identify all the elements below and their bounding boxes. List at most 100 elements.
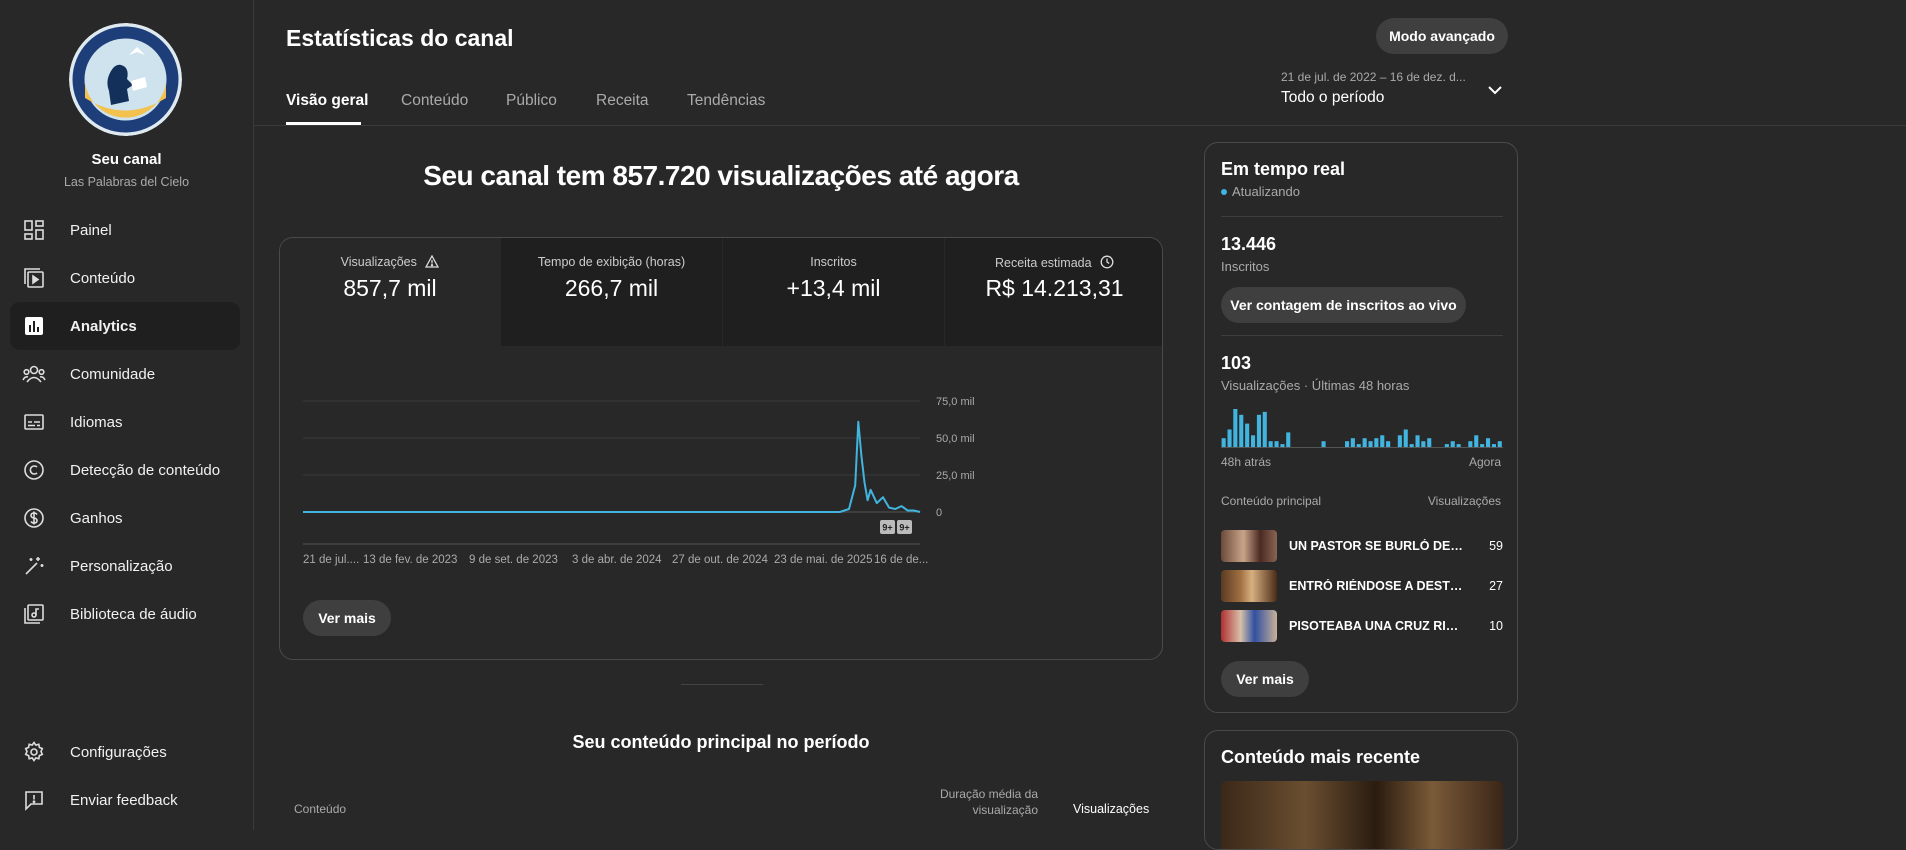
realtime-card: Em tempo real Atualizando 13.446 Inscrit… bbox=[1204, 142, 1518, 713]
sidebar-item-label: Detecção de conteúdo bbox=[70, 461, 221, 479]
x-tick-label: 27 de out. de 2024 bbox=[672, 554, 769, 566]
sidebar-item-ganhos[interactable]: Ganhos bbox=[10, 494, 240, 542]
clock-icon bbox=[1100, 255, 1114, 269]
video-thumbnail[interactable] bbox=[1221, 610, 1277, 642]
tab-receita[interactable]: Receita bbox=[596, 92, 649, 109]
views-bar bbox=[1497, 441, 1502, 447]
copyright-icon bbox=[22, 458, 46, 482]
see-more-button[interactable]: Ver mais bbox=[303, 600, 391, 636]
active-tab-indicator bbox=[286, 122, 361, 125]
views-column-header: Visualizações bbox=[1427, 494, 1501, 508]
tab-conteudo[interactable]: Conteúdo bbox=[401, 92, 469, 109]
tab-tendencias[interactable]: Tendências bbox=[687, 92, 766, 109]
channel-avatar[interactable] bbox=[69, 23, 182, 136]
y-tick-label: 50,0 mil bbox=[936, 433, 975, 445]
metric-tab-watch-time[interactable]: Tempo de exibição (horas) 266,7 mil bbox=[501, 238, 722, 346]
sidebar-item-comunidade[interactable]: Comunidade bbox=[10, 350, 240, 398]
metric-value: R$ 14.213,31 bbox=[985, 275, 1124, 301]
overview-stats-card: Visualizações 857,7 mil Tempo de exibiçã… bbox=[279, 237, 1163, 660]
x-tick-label: 23 de mai. de 2025 bbox=[774, 554, 872, 566]
views-line-chart: 75,0 mil 50,0 mil 25,0 mil 0 21 de jul.... 13… bbox=[303, 396, 975, 566]
sidebar-item-label: Analytics bbox=[70, 317, 137, 335]
views-bar bbox=[1480, 444, 1485, 447]
video-title[interactable]: PISOTEABA UNA CRUZ RIÉ... bbox=[1289, 619, 1464, 633]
tab-visao-geral[interactable]: Visão geral bbox=[286, 92, 369, 109]
sidebar-item-enviar-feedback[interactable]: Enviar feedback bbox=[10, 776, 240, 824]
realtime-status: Atualizando bbox=[1221, 184, 1300, 199]
annotation-badge-label: 9+ bbox=[899, 523, 909, 533]
live-subscriber-count-button[interactable]: Ver contagem de inscritos ao vivo bbox=[1221, 287, 1466, 323]
sidebar-item-analytics[interactable]: Analytics bbox=[10, 302, 240, 350]
views-bar bbox=[1380, 435, 1385, 447]
column-header-content[interactable]: Conteúdo bbox=[294, 802, 347, 816]
metric-tab-revenue[interactable]: Receita estimada R$ 14.213,31 bbox=[945, 238, 1162, 346]
views-bar bbox=[1491, 444, 1496, 447]
views-48h-label: Visualizações · Últimas 48 horas bbox=[1221, 378, 1410, 393]
content-icon bbox=[22, 266, 46, 290]
metric-title: Visualizações bbox=[280, 254, 500, 269]
sidebar: Seu canal Las Palabras del Cielo Painel … bbox=[0, 0, 254, 830]
analytics-icon bbox=[22, 314, 46, 338]
video-thumbnail[interactable] bbox=[1221, 530, 1277, 562]
see-more-button[interactable]: Ver mais bbox=[1221, 661, 1309, 697]
sidebar-item-configuracoes[interactable]: Configurações bbox=[10, 728, 240, 776]
sidebar-item-biblioteca-de-audio[interactable]: Biblioteca de áudio bbox=[10, 590, 240, 638]
annotation-badge bbox=[897, 520, 912, 534]
metric-tab-subscribers[interactable]: Inscritos +13,4 mil bbox=[723, 238, 944, 346]
views-bar bbox=[1421, 441, 1426, 447]
latest-video-thumbnail[interactable] bbox=[1221, 781, 1503, 849]
metric-value: +13,4 mil bbox=[786, 275, 881, 301]
views-series-line bbox=[303, 420, 921, 513]
x-tick-label: 16 de de... bbox=[874, 554, 928, 566]
views-bar bbox=[1345, 441, 1350, 447]
subtitles-icon bbox=[22, 410, 46, 434]
list-item[interactable]: UN PASTOR SE BURLÓ DE L... 59 bbox=[1221, 530, 1503, 562]
sidebar-item-label: Idiomas bbox=[70, 413, 123, 431]
video-title[interactable]: UN PASTOR SE BURLÓ DE L... bbox=[1289, 539, 1464, 553]
date-range-detail[interactable]: 21 de jul. de 2022 – 16 de dez. d... bbox=[1281, 70, 1466, 84]
metric-title: Inscritos bbox=[810, 255, 857, 269]
views-bar bbox=[1403, 429, 1408, 447]
audio-library-icon bbox=[22, 602, 46, 626]
latest-content-title: Conteúdo mais recente bbox=[1221, 747, 1421, 767]
metric-tab-views[interactable]: Visualizações 857,7 mil bbox=[280, 238, 500, 346]
subscriber-label: Inscritos bbox=[1221, 259, 1270, 274]
section-divider bbox=[681, 684, 763, 685]
sidebar-item-conteudo[interactable]: Conteúdo bbox=[10, 254, 240, 302]
column-header-views[interactable]: Visualizações bbox=[1073, 802, 1150, 816]
views-bar bbox=[1450, 441, 1455, 447]
video-title[interactable]: ENTRÓ RIÉNDOSE A DESTR... bbox=[1289, 579, 1464, 593]
tab-publico[interactable]: Público bbox=[506, 92, 557, 109]
sidebar-item-idiomas[interactable]: Idiomas bbox=[10, 398, 240, 446]
views-headline: Seu canal tem 857.720 visualizações até … bbox=[423, 160, 1019, 191]
x-tick-label: 9 de set. de 2023 bbox=[469, 554, 558, 566]
magic-wand-icon bbox=[22, 554, 46, 578]
views-bar bbox=[1268, 441, 1273, 447]
sidebar-item-personalizacao[interactable]: Personalização bbox=[10, 542, 240, 590]
sidebar-item-label: Conteúdo bbox=[70, 269, 136, 287]
sidebar-item-deteccao-de-conteudo[interactable]: Detecção de conteúdo bbox=[10, 446, 240, 494]
header-divider bbox=[254, 125, 1906, 126]
list-item[interactable]: ENTRÓ RIÉNDOSE A DESTR... 27 bbox=[1221, 570, 1503, 602]
advanced-mode-button[interactable]: Modo avançado bbox=[1376, 18, 1508, 54]
date-range-label[interactable]: Todo o período bbox=[1281, 89, 1385, 106]
column-header-avg-duration[interactable]: Duração média da visualização bbox=[939, 787, 1038, 817]
views-bar bbox=[1427, 438, 1432, 447]
sidebar-item-label: Comunidade bbox=[70, 365, 156, 383]
video-views: 27 bbox=[1489, 579, 1503, 593]
video-thumbnail[interactable] bbox=[1221, 570, 1277, 602]
views-bar bbox=[1415, 435, 1420, 447]
views-bar bbox=[1274, 441, 1279, 447]
views-bar bbox=[1368, 441, 1373, 447]
top-content-title: Seu conteúdo principal no período bbox=[572, 732, 870, 752]
list-item[interactable]: PISOTEABA UNA CRUZ RIÉ... 10 bbox=[1221, 610, 1503, 642]
sidebar-item-label: Biblioteca de áudio bbox=[70, 605, 197, 623]
views-bar bbox=[1221, 438, 1226, 447]
feedback-icon bbox=[22, 788, 46, 812]
views-bar bbox=[1233, 409, 1238, 447]
sidebar-item-painel[interactable]: Painel bbox=[10, 206, 240, 254]
views-bar bbox=[1374, 438, 1379, 447]
video-views: 59 bbox=[1489, 539, 1503, 553]
views-bar bbox=[1386, 441, 1391, 447]
chevron-down-icon[interactable] bbox=[1487, 82, 1503, 103]
